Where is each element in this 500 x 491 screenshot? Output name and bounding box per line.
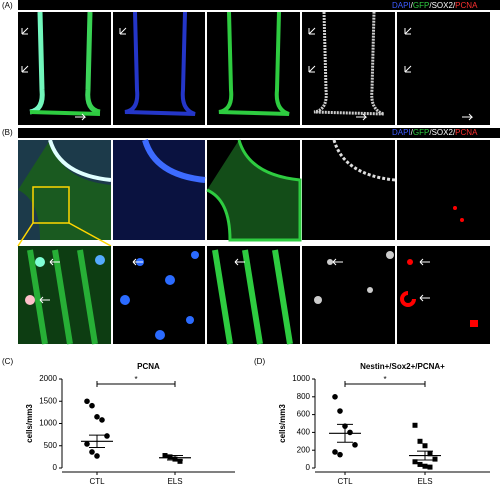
- x-tick-label: CTL: [89, 477, 105, 486]
- data-point: [412, 422, 418, 428]
- data-point: [332, 449, 338, 455]
- data-point: [337, 408, 343, 414]
- data-point: [352, 442, 358, 448]
- stain-legend: DAPI/GFP/SOX2/PCNA: [392, 1, 478, 10]
- data-point: [432, 456, 438, 462]
- y-tick-label: 200: [297, 445, 311, 454]
- data-point: [427, 464, 433, 470]
- x-tick-label: ELS: [417, 477, 432, 486]
- stain-name: /: [453, 1, 456, 10]
- significance-label: *: [383, 375, 386, 384]
- data-point: [427, 451, 433, 457]
- error-bar: [417, 450, 433, 461]
- x-tick-label: ELS: [167, 477, 182, 486]
- y-tick-label: 800: [297, 392, 311, 401]
- legend-strip: [18, 128, 500, 138]
- error-bar: [89, 434, 105, 449]
- stain-name: DAPI: [392, 128, 411, 137]
- data-point: [417, 461, 423, 467]
- x-tick-label: CTL: [337, 477, 353, 486]
- stain-name: DAPI: [392, 1, 411, 10]
- data-point: [84, 441, 90, 447]
- data-point: [412, 459, 418, 465]
- stain-name: GFP: [413, 128, 429, 137]
- y-tick-label: 600: [297, 410, 311, 419]
- data-point: [94, 453, 100, 459]
- chart-title: PCNA: [137, 362, 160, 371]
- data-point: [417, 438, 423, 444]
- error-bar: [167, 455, 183, 461]
- data-point: [422, 463, 428, 469]
- data-point: [167, 454, 173, 460]
- y-tick-label: 1000: [39, 419, 57, 428]
- panel-label: (B): [2, 128, 13, 137]
- legend-strip: [18, 0, 500, 10]
- y-axis-label: cells/mm3: [278, 404, 287, 443]
- y-tick-label: 400: [297, 428, 311, 437]
- data-point: [94, 414, 100, 420]
- micrograph-row: [18, 11, 490, 125]
- significance-bar: [96, 381, 176, 387]
- data-point: [162, 453, 168, 459]
- data-point: [89, 449, 95, 455]
- y-tick-label: 500: [44, 441, 58, 450]
- data-point: [99, 417, 105, 423]
- y-tick-label: 2000: [39, 374, 57, 383]
- stain-name: PCNA: [455, 1, 478, 10]
- stain-name: GFP: [413, 1, 429, 10]
- y-axis-label: cells/mm3: [25, 404, 34, 443]
- y-tick-label: 1000: [292, 374, 310, 383]
- panel-label: (A): [2, 1, 13, 10]
- data-point: [347, 429, 353, 436]
- significance-bar: [344, 381, 426, 387]
- panel-label: (C): [2, 357, 13, 366]
- stain-name: /: [429, 1, 432, 10]
- stain-name: SOX2: [432, 1, 454, 10]
- data-point: [332, 394, 338, 400]
- y-tick-label: 0: [53, 463, 58, 472]
- stain-name: SOX2: [432, 128, 454, 137]
- y-tick-label: 1500: [39, 396, 57, 405]
- stain-name: /: [453, 128, 456, 137]
- significance-label: *: [134, 375, 137, 384]
- micrograph-row: [17, 139, 490, 345]
- data-point: [177, 458, 183, 464]
- y-tick-label: 0: [306, 463, 311, 472]
- data-point: [337, 451, 343, 458]
- stain-name: /: [411, 1, 414, 10]
- stain-name: /: [411, 128, 414, 137]
- data-point: [89, 402, 95, 409]
- panel-label: (D): [254, 357, 265, 366]
- chart-title: Nestin+/Sox2+/PCNA+: [360, 362, 445, 371]
- stain-legend: DAPI/GFP/SOX2/PCNA: [392, 128, 478, 137]
- data-point: [422, 443, 428, 449]
- stain-name: /: [429, 128, 432, 137]
- data-point: [84, 398, 90, 405]
- data-point: [104, 433, 110, 439]
- stain-name: PCNA: [455, 128, 478, 137]
- error-bar: [337, 423, 353, 443]
